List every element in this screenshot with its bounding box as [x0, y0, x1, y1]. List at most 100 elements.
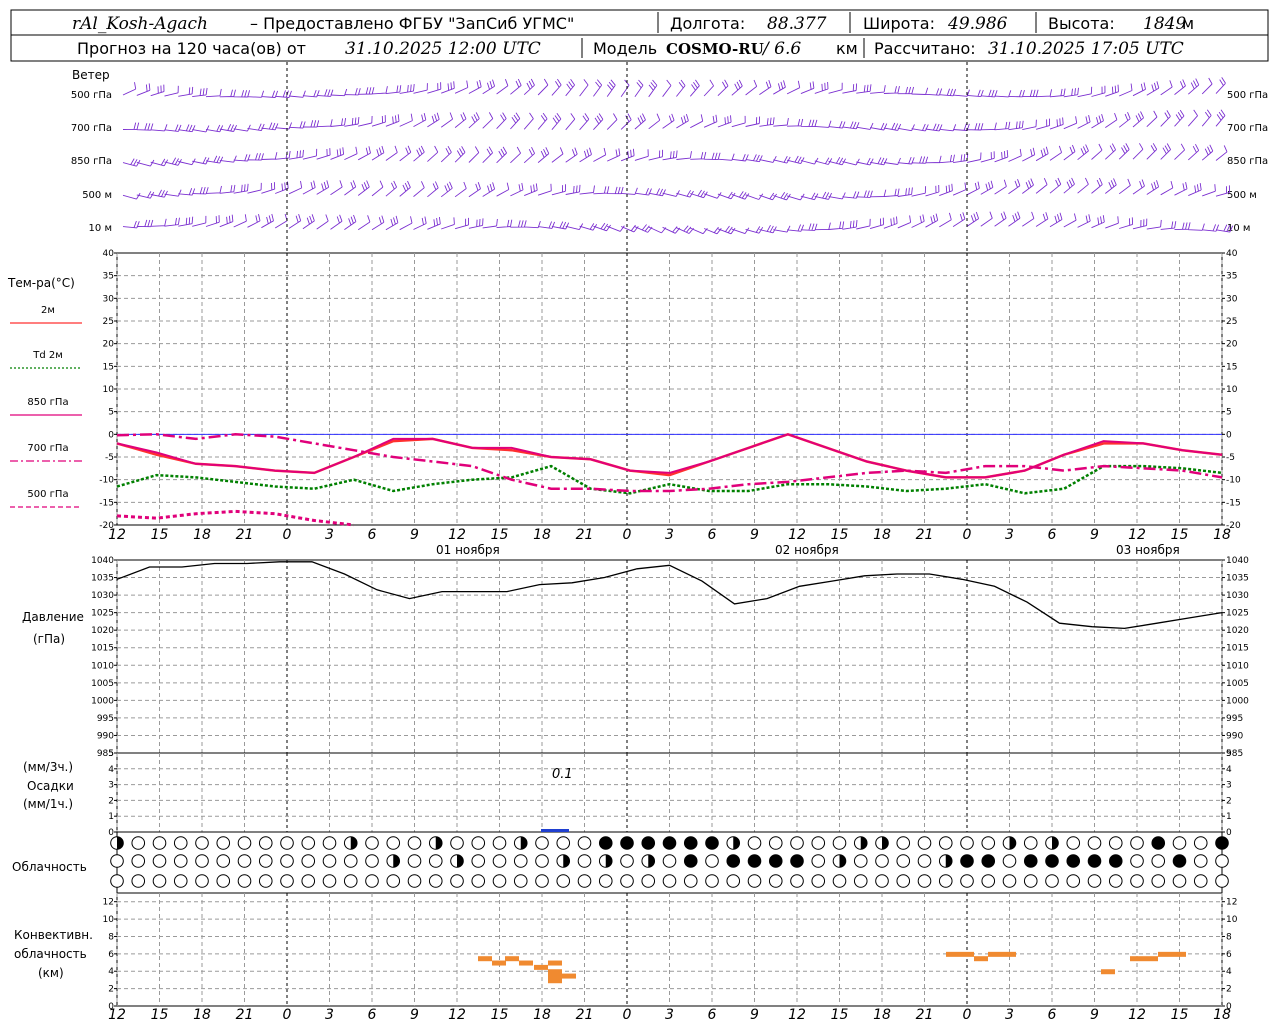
alt-label: Высота:	[1048, 14, 1115, 33]
xtick-bottom-0: 12	[108, 1007, 126, 1023]
xtick-bottom-14: 6	[708, 1007, 717, 1023]
svg-text:1010: 1010	[1226, 661, 1249, 671]
svg-text:990: 990	[1226, 731, 1243, 741]
cloud-half	[457, 854, 464, 868]
wind-level-labels: 500 гПа 500 гПа 700 гПа 700 гПа 850 гПа 850 г…	[71, 90, 1268, 234]
temp-legend: 2м Td 2м 850 гПа 700 гПа 500 гПа	[10, 305, 82, 508]
svg-text:25: 25	[1226, 317, 1237, 327]
svg-text:5: 5	[108, 408, 114, 418]
xtick-bottom-12: 0	[623, 1007, 632, 1023]
svg-text:-10: -10	[99, 476, 114, 486]
provider-text: – Предоставлено ФГБУ "ЗапСиб УГМС"	[250, 14, 574, 33]
computed-value: 31.10.2025 17:05 UTC	[988, 39, 1184, 59]
xtick-bottom-3: 21	[236, 1007, 254, 1023]
xtick-bottom-18: 18	[873, 1007, 891, 1023]
precip-bar	[541, 829, 569, 832]
day-label-3: 03 ноября	[1116, 543, 1180, 557]
cloud-half	[882, 836, 889, 850]
cloud-circle	[131, 836, 146, 850]
cloud-circle	[598, 836, 613, 850]
svg-text:4: 4	[1226, 765, 1232, 775]
cloud-circle	[322, 836, 337, 850]
cloud-circle	[258, 836, 273, 850]
cloud-circle	[1151, 874, 1166, 888]
cloud-circle	[620, 836, 634, 850]
xtick-top-5: 3	[325, 527, 334, 543]
xtick-top-13: 3	[665, 527, 674, 543]
cloud-circle	[577, 874, 592, 888]
xtick-bottom-21: 3	[1005, 1007, 1014, 1023]
cloud-circle	[301, 836, 316, 850]
svg-text:12: 12	[1226, 898, 1237, 908]
cloud-circle	[790, 874, 804, 888]
svg-text:985: 985	[1226, 749, 1243, 759]
cloud-circle	[173, 854, 188, 868]
svg-text:990: 990	[97, 731, 114, 741]
xtick-bottom-4: 0	[283, 1007, 292, 1023]
cloud-circle	[471, 874, 486, 888]
svg-text:4: 4	[1226, 967, 1232, 977]
cloud-circle	[747, 854, 762, 868]
pressure-line	[116, 561, 1223, 630]
cloud-circle	[407, 836, 422, 850]
svg-text:1040: 1040	[1226, 556, 1249, 566]
wind-barbs-level-1	[122, 109, 1226, 133]
cloud-circle	[620, 874, 634, 888]
xtick-bottom-24: 12	[1128, 1007, 1146, 1023]
cloud-half	[733, 836, 740, 850]
conv-bar	[519, 960, 533, 966]
cloud-circle	[513, 854, 528, 868]
conv-bar	[1130, 956, 1158, 962]
svg-text:1005: 1005	[91, 679, 114, 689]
svg-text:2: 2	[1226, 796, 1232, 806]
xtick-top-7: 9	[410, 527, 419, 543]
cloud-circle	[152, 874, 167, 888]
cloud-circle	[875, 854, 889, 868]
svg-text:1000: 1000	[1226, 696, 1249, 706]
xtick-bottom-17: 15	[831, 1007, 849, 1023]
xtick-bottom-9: 15	[491, 1007, 509, 1023]
alt-unit: м	[1182, 14, 1194, 33]
cloud-circle	[301, 874, 316, 888]
cloud-circle	[726, 874, 741, 888]
svg-text:8: 8	[108, 932, 114, 942]
cloud-circle	[1172, 874, 1187, 888]
cloud-circle	[832, 874, 847, 888]
xtick-top-19: 21	[916, 527, 934, 543]
svg-text:1030: 1030	[91, 591, 114, 601]
svg-text:3: 3	[108, 781, 114, 791]
cloud-circle	[598, 874, 613, 888]
model-res-unit: км	[836, 39, 858, 58]
xtick-top-10: 18	[533, 527, 551, 543]
xtick-bottom-5: 3	[325, 1007, 334, 1023]
cloud-circle	[981, 854, 996, 868]
xtick-bottom-1: 15	[151, 1007, 169, 1023]
cloud-circle	[131, 854, 146, 868]
cloud-circle	[683, 874, 698, 888]
cloud-circle	[322, 854, 337, 868]
wind-barbs-level-0	[122, 77, 1226, 98]
xtick-top-2: 18	[193, 527, 211, 543]
cloud-circle	[917, 836, 932, 850]
xtick-bottom-26: 18	[1213, 1007, 1231, 1023]
cloud-circle	[938, 874, 953, 888]
cloud-circle	[917, 874, 932, 888]
svg-text:30: 30	[103, 294, 115, 304]
forecast-label: Прогноз на 120 часа(ов) от	[77, 39, 306, 58]
cloud-circle	[683, 836, 698, 850]
cloud-circle	[1002, 874, 1017, 888]
svg-text:1010: 1010	[91, 661, 114, 671]
cloud-circle	[981, 874, 996, 888]
cloud-circle	[662, 874, 677, 888]
wind-barbs-level-2	[122, 143, 1228, 167]
day-label-1: 01 ноября	[436, 543, 500, 557]
cloud-circle	[258, 854, 273, 868]
cloud-half	[563, 854, 570, 868]
cloud-circle	[1215, 854, 1229, 868]
cloud-circle	[1023, 854, 1038, 868]
cloud-half	[945, 854, 953, 868]
svg-text:0: 0	[1226, 1002, 1232, 1012]
cloud-circle	[216, 836, 231, 850]
conv-bar	[548, 960, 562, 966]
cloud-circle	[896, 836, 911, 850]
